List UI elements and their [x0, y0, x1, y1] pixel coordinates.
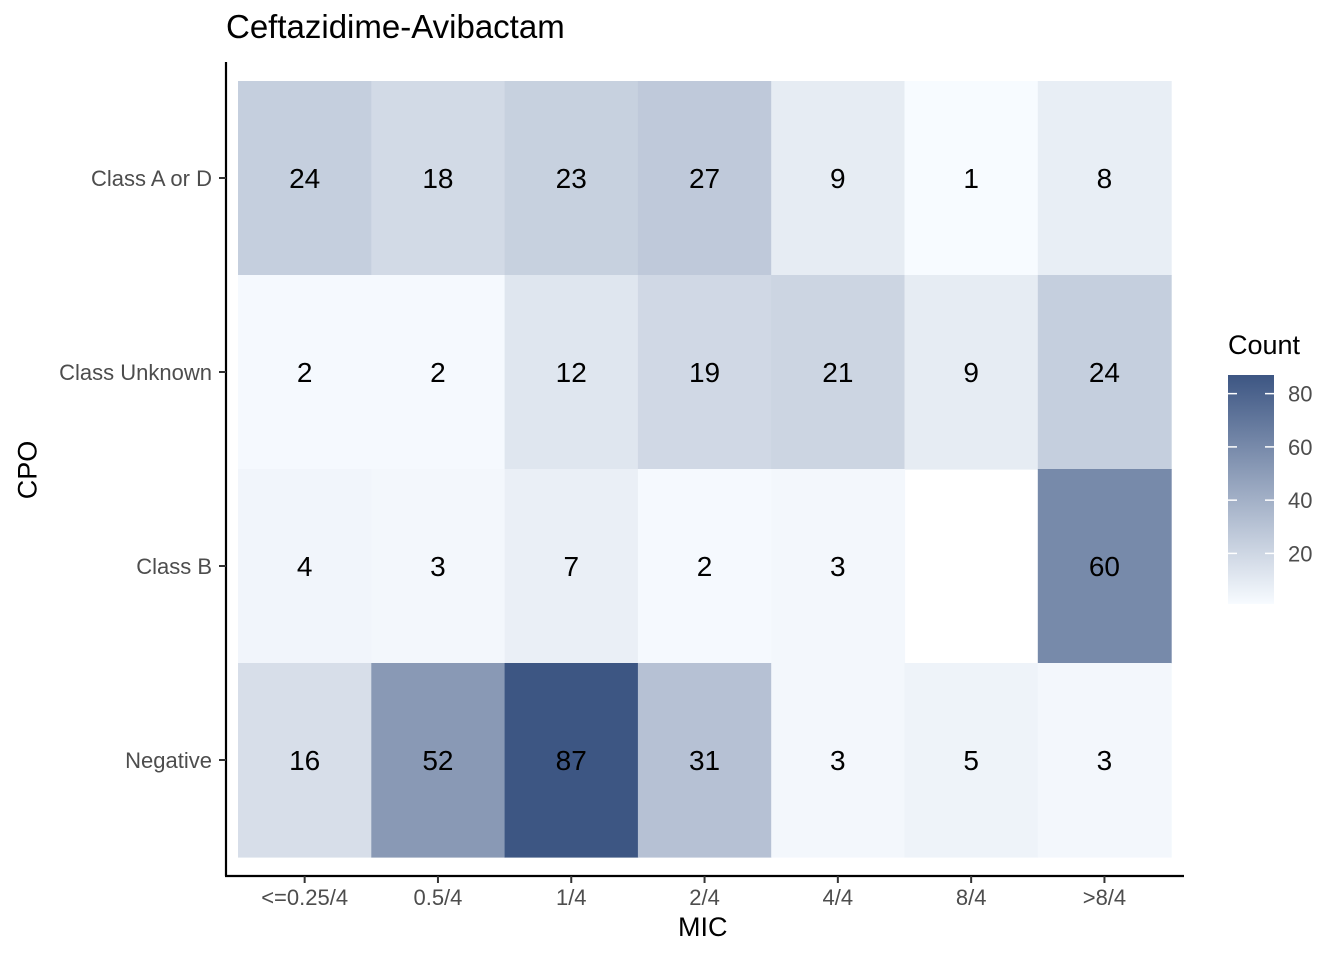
x-tick-label: 8/4: [956, 885, 987, 910]
cell-value-label: 12: [556, 357, 587, 388]
heatmap-cell: [1037, 663, 1172, 858]
heatmap-cell: [904, 663, 1039, 858]
heatmap-cell: [1037, 81, 1172, 276]
cell-value-label: 3: [1097, 745, 1113, 776]
legend-tick-label: 80: [1288, 382, 1312, 407]
heatmap-cell: [238, 663, 372, 858]
heatmap-cell: [637, 469, 772, 664]
heatmap-cell: [504, 663, 639, 858]
x-tick-label: <=0.25/4: [261, 885, 348, 910]
legend-title: Count: [1228, 330, 1301, 360]
cell-value-label: 2: [430, 357, 446, 388]
x-tick-label: >8/4: [1083, 885, 1126, 910]
heatmap-cell: [637, 81, 772, 276]
cell-value-label: 5: [963, 745, 979, 776]
cell-value-label: 21: [822, 357, 853, 388]
x-axis-ticks: <=0.25/4 0.5/4 1/4 2/4 4/4 8/4 >8/4: [261, 876, 1126, 910]
cell-value-label: 9: [963, 357, 979, 388]
cell-value-label: 2: [697, 551, 713, 582]
heatmap-cell: [238, 81, 372, 276]
heatmap-cell: [904, 81, 1039, 276]
heatmap-cell: [771, 81, 906, 276]
cell-value-label: 31: [689, 745, 720, 776]
cell-value-label: 23: [556, 163, 587, 194]
heatmap-cell: [637, 275, 772, 470]
cell-value-label: 24: [289, 163, 320, 194]
heatmap-cell: [504, 469, 639, 664]
chart-title: Ceftazidime-Avibactam: [226, 8, 565, 45]
heatmap-cell: [771, 663, 906, 858]
cell-value-label: 2: [297, 357, 313, 388]
cell-value-label: 87: [556, 745, 587, 776]
y-tick-label: Class B: [136, 554, 212, 579]
y-tick-label: Class A or D: [91, 166, 212, 191]
cell-value-label: 7: [563, 551, 579, 582]
x-axis-title: MIC: [678, 912, 728, 942]
heatmap-cells: [238, 81, 1172, 858]
y-axis-ticks: Class A or D Class Unknown Class B Negative: [59, 166, 226, 773]
heatmap-cell: [1037, 275, 1172, 470]
cell-value-label: 27: [689, 163, 720, 194]
legend: 20 40 60 80: [1228, 375, 1312, 604]
y-tick-label: Class Unknown: [59, 360, 212, 385]
heatmap-cell: [771, 275, 906, 470]
cell-value-label: 19: [689, 357, 720, 388]
cell-value-label: 4: [297, 551, 313, 582]
legend-tick-label: 60: [1288, 435, 1312, 460]
cell-value-label: 60: [1089, 551, 1120, 582]
heatmap-cell: [771, 469, 906, 664]
legend-tick-label: 20: [1288, 541, 1312, 566]
cell-value-label: 8: [1097, 163, 1113, 194]
heatmap-cell: [504, 275, 639, 470]
cell-value-label: 1: [963, 163, 979, 194]
legend-colorbar: [1228, 375, 1274, 604]
heatmap-cell: [238, 469, 372, 664]
cell-value-label: 52: [422, 745, 453, 776]
x-tick-label: 1/4: [556, 885, 587, 910]
heatmap-cell: [238, 275, 372, 470]
cell-value-label: 9: [830, 163, 846, 194]
x-tick-label: 0.5/4: [413, 885, 462, 910]
heatmap-cell: [371, 469, 506, 664]
heatmap-cell: [637, 663, 772, 858]
heatmap-cell: [371, 663, 506, 858]
heatmap-cell: [371, 275, 506, 470]
y-tick-label: Negative: [125, 748, 212, 773]
heatmap-cell: [504, 81, 639, 276]
heatmap-cell: [1037, 469, 1172, 664]
cell-value-label: 24: [1089, 357, 1120, 388]
cell-value-label: 18: [422, 163, 453, 194]
heatmap-cell: [371, 81, 506, 276]
heatmap-cell: [904, 275, 1039, 470]
cell-value-label: 3: [830, 745, 846, 776]
cell-value-label: 16: [289, 745, 320, 776]
x-tick-label: 2/4: [689, 885, 720, 910]
legend-tick-label: 40: [1288, 488, 1312, 513]
cell-value-label: 3: [830, 551, 846, 582]
cell-value-label: 3: [430, 551, 446, 582]
x-tick-label: 4/4: [823, 885, 854, 910]
